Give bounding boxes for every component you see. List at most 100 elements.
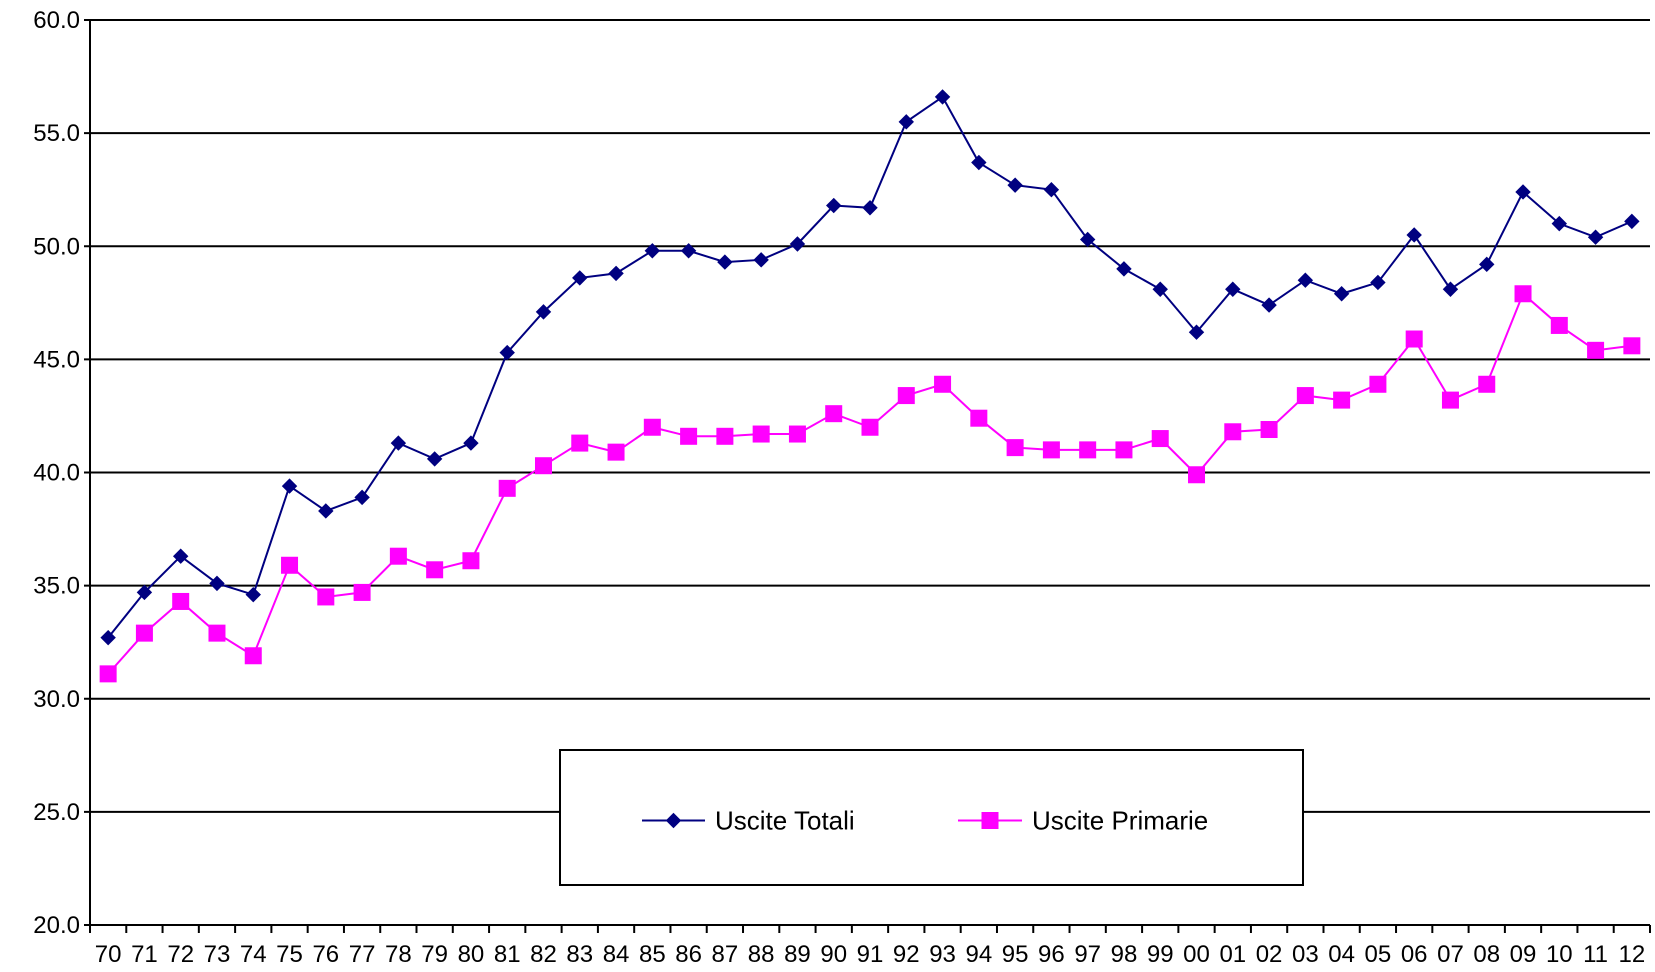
- data-point: [825, 405, 843, 423]
- y-tick-label: 20.0: [33, 912, 80, 939]
- data-point: [608, 265, 624, 282]
- x-tick-label: 00: [1183, 941, 1210, 968]
- data-point: [1624, 213, 1640, 230]
- data-point: [136, 584, 153, 601]
- data-point: [1296, 387, 1314, 405]
- x-tick-label: 99: [1147, 941, 1174, 968]
- data-point: [208, 624, 226, 642]
- legend-entry: Uscite Primarie: [958, 806, 1208, 836]
- x-tick-label: 89: [784, 941, 811, 968]
- data-point: [535, 304, 552, 320]
- data-point: [1224, 423, 1242, 441]
- series-uscite-primarie: [99, 285, 1641, 683]
- x-tick-label: 08: [1473, 941, 1500, 968]
- x-tick-label: 02: [1256, 941, 1283, 968]
- x-tick-label: 86: [675, 941, 702, 968]
- data-point: [1007, 177, 1023, 193]
- data-point: [389, 547, 407, 565]
- gridlines: [90, 19, 1650, 813]
- data-point: [172, 548, 189, 564]
- data-point: [499, 344, 515, 361]
- data-point: [426, 561, 444, 579]
- data-point: [680, 243, 697, 259]
- x-tick-label: 78: [385, 941, 412, 968]
- x-tick-label: 76: [312, 941, 339, 968]
- data-point: [1333, 391, 1351, 409]
- data-point: [1514, 285, 1532, 303]
- x-tick-label: 96: [1038, 941, 1065, 968]
- legend-entry: Uscite Totali: [642, 806, 855, 836]
- data-point: [1042, 441, 1060, 459]
- y-tick-label: 45.0: [33, 346, 80, 373]
- data-point: [534, 457, 552, 475]
- data-point: [1479, 256, 1495, 273]
- data-point: [1515, 184, 1531, 200]
- data-point: [281, 478, 298, 494]
- data-point: [1623, 337, 1641, 355]
- y-tick-label: 50.0: [33, 233, 80, 260]
- data-point: [971, 154, 987, 171]
- data-point: [680, 427, 698, 445]
- y-tick-label: 60.0: [33, 7, 80, 34]
- data-point: [643, 418, 661, 436]
- legend-marker: [981, 812, 999, 829]
- x-tick-label: 09: [1510, 941, 1537, 968]
- data-point: [934, 89, 951, 105]
- x-tick-label: 82: [530, 941, 557, 968]
- x-tick-label: 85: [639, 941, 666, 968]
- series-group: [99, 89, 1641, 683]
- data-point: [281, 556, 299, 574]
- y-tick-label: 25.0: [33, 799, 80, 826]
- data-point: [898, 114, 914, 130]
- data-point: [463, 435, 479, 451]
- y-tick-label: 40.0: [33, 460, 80, 487]
- x-tick-label: 80: [458, 941, 485, 968]
- data-point: [1115, 441, 1133, 459]
- legend: Uscite Totali Uscite Primarie: [559, 749, 1304, 886]
- x-tick-label: 75: [276, 941, 303, 968]
- data-point: [209, 575, 225, 592]
- data-point: [426, 451, 443, 467]
- x-tick-label: 10: [1546, 941, 1573, 968]
- x-tick-label: 98: [1111, 941, 1138, 968]
- data-point: [752, 425, 770, 443]
- data-point: [1406, 227, 1422, 243]
- data-point: [390, 435, 407, 451]
- data-point: [353, 583, 371, 601]
- x-tick-label: 01: [1219, 941, 1246, 968]
- data-point: [1550, 316, 1568, 334]
- data-point: [572, 270, 588, 286]
- data-point: [897, 387, 915, 405]
- data-point: [1079, 441, 1097, 459]
- x-tick-label: 88: [748, 941, 775, 968]
- y-tick-label: 30.0: [33, 686, 80, 713]
- data-point: [1370, 274, 1386, 291]
- data-point: [644, 243, 661, 259]
- x-tick-label: 92: [893, 941, 920, 968]
- data-point: [462, 552, 480, 570]
- data-point: [318, 503, 334, 519]
- legend-label: Uscite Primarie: [1032, 806, 1208, 836]
- data-point: [1152, 281, 1168, 297]
- data-point: [753, 252, 769, 268]
- data-point: [1441, 391, 1459, 409]
- x-tick-label: 74: [240, 941, 267, 968]
- data-point: [789, 236, 806, 252]
- data-point: [571, 434, 589, 452]
- data-point: [862, 200, 878, 216]
- data-point: [1006, 439, 1024, 457]
- y-tick-label: 35.0: [33, 573, 80, 600]
- data-point: [607, 443, 625, 461]
- x-tick-label: 70: [95, 941, 122, 968]
- data-point: [1405, 330, 1423, 348]
- x-tick-label: 12: [1619, 941, 1646, 968]
- data-point: [244, 647, 262, 665]
- x-tick-label: 84: [603, 941, 630, 968]
- data-point: [498, 479, 516, 497]
- legend-marker: [665, 812, 682, 829]
- x-tick-label: 97: [1074, 941, 1101, 968]
- x-tick-label: 94: [965, 941, 992, 968]
- data-point: [826, 197, 842, 214]
- data-point: [1079, 231, 1096, 248]
